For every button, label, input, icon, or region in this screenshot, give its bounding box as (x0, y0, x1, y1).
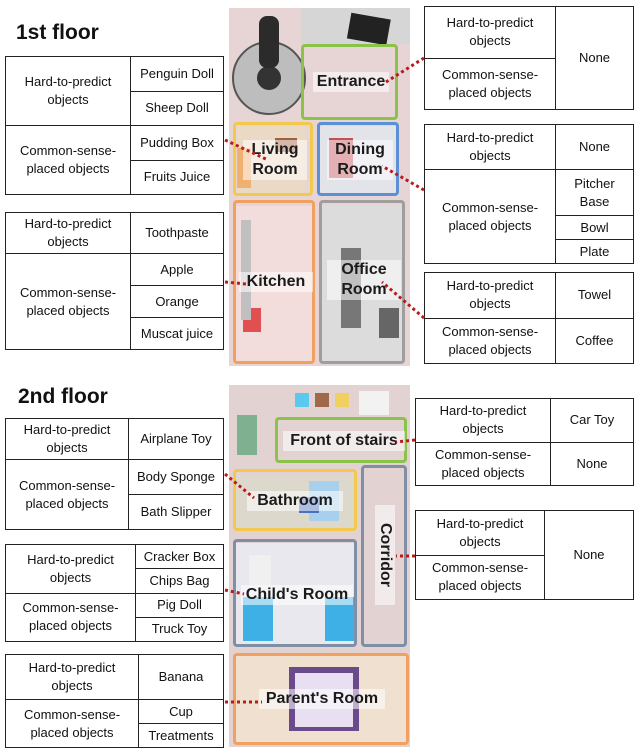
living-label: Living Room (243, 140, 307, 180)
dining-room (317, 122, 399, 196)
object-cell: Sheep Doll (130, 90, 224, 126)
object-cell: None (550, 441, 634, 486)
hard-label: Hard-to-predict objects (5, 654, 139, 700)
object-cell: None (555, 6, 634, 110)
floor2-title: 2nd floor (18, 385, 108, 408)
stairs-objects-table: Hard-to-predict objects Car Toy Common-s… (415, 398, 634, 486)
hard-label: Hard-to-predict objects (424, 124, 556, 170)
stairs-label: Front of stairs (283, 431, 405, 451)
living-objects-table: Hard-to-predict objects Penguin Doll She… (5, 56, 224, 195)
kitchen-objects-table: Hard-to-predict objects Toothpaste Commo… (5, 212, 224, 350)
common-label: Common-sense-placed objects (5, 592, 136, 642)
object-cell: Fruits Juice (130, 159, 224, 195)
object-cell: Airplane Toy (128, 418, 224, 460)
office-objects-table: Hard-to-predict objects Towel Common-sen… (424, 272, 634, 364)
bathroom-label: Bathroom (247, 491, 343, 511)
child-objects-table: Hard-to-predict objects Cracker Box Chip… (5, 543, 224, 643)
object-cell: Bath Slipper (128, 494, 224, 530)
floor1-title: 1st floor (16, 21, 99, 44)
hard-label: Hard-to-predict objects (5, 212, 131, 254)
common-label: Common-sense-placed objects (415, 554, 545, 600)
hard-label: Hard-to-predict objects (424, 272, 556, 319)
object-cell: Orange (130, 285, 224, 318)
object-cell: Penguin Doll (130, 56, 224, 92)
parent-objects-table: Hard-to-predict objects Banana Common-se… (5, 654, 224, 748)
bathroom-room (233, 469, 357, 531)
object-cell: Treatments (138, 723, 224, 748)
object-cell: Cracker Box (135, 543, 224, 570)
office-label: Office Room (327, 260, 401, 300)
common-label: Common-sense-placed objects (424, 169, 556, 264)
corridor-objects-table: Hard-to-predict objects None Common-sens… (415, 510, 634, 600)
hard-label: Hard-to-predict objects (5, 56, 131, 126)
hard-label: Hard-to-predict objects (415, 510, 545, 556)
object-cell: Truck Toy (135, 616, 224, 643)
common-label: Common-sense-placed objects (5, 699, 139, 748)
hard-label: Hard-to-predict objects (5, 418, 129, 460)
common-label: Common-sense-placed objects (424, 317, 556, 364)
object-cell: Chips Bag (135, 568, 224, 594)
common-label: Common-sense-placed objects (424, 57, 556, 110)
object-cell: None (544, 510, 634, 600)
object-cell: Pitcher Base (555, 168, 634, 217)
bathroom-objects-table: Hard-to-predict objects Airplane Toy Com… (5, 418, 224, 530)
object-cell: Coffee (555, 317, 634, 364)
hard-label: Hard-to-predict objects (424, 6, 556, 59)
object-cell: Pig Doll (135, 592, 224, 618)
dining-label: Dining Room (327, 140, 393, 180)
common-label: Common-sense-placed objects (415, 441, 551, 486)
object-cell: Toothpaste (130, 212, 224, 254)
entrance-objects-table: Hard-to-predict objects None Common-sens… (424, 6, 634, 110)
parent-room (233, 653, 409, 745)
hard-label: Hard-to-predict objects (5, 544, 136, 594)
corridor-label: Corridor (375, 505, 395, 605)
object-cell: Muscat juice (130, 317, 224, 350)
object-cell: Bowl (555, 215, 634, 241)
object-cell: Cup (138, 699, 224, 724)
object-cell: Body Sponge (128, 459, 224, 495)
parent-label: Parent's Room (259, 689, 385, 709)
object-cell: Pudding Box (130, 125, 224, 161)
object-cell: Towel (555, 272, 634, 319)
common-label: Common-sense-placed objects (5, 253, 131, 350)
kitchen-label: Kitchen (239, 272, 313, 292)
object-cell: Apple (130, 253, 224, 286)
child-label: Child's Room (241, 585, 353, 605)
object-cell: None (555, 124, 634, 170)
common-label: Common-sense-placed objects (5, 125, 131, 195)
dining-objects-table: Hard-to-predict objects None Common-sens… (424, 124, 634, 264)
object-cell: Banana (138, 654, 224, 700)
entrance-label: Entrance (313, 72, 389, 92)
object-cell: Plate (555, 239, 634, 264)
object-cell: Car Toy (550, 398, 634, 443)
common-label: Common-sense-placed objects (5, 459, 129, 530)
floor1-plan: Entrance Living Room Dining Room Kitchen… (229, 8, 410, 366)
floor2-plan: Front of stairs Bathroom Corridor Child'… (229, 385, 410, 747)
hard-label: Hard-to-predict objects (415, 398, 551, 443)
